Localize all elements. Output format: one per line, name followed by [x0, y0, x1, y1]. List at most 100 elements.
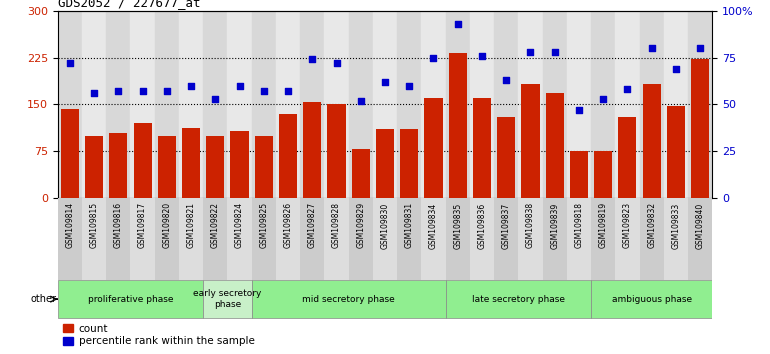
Point: [282, 88, 294, 94]
Bar: [206, 136, 224, 198]
Bar: [470, 11, 494, 198]
FancyBboxPatch shape: [567, 198, 591, 280]
FancyBboxPatch shape: [373, 198, 397, 280]
Point: [185, 83, 197, 88]
Bar: [252, 11, 276, 198]
Bar: [618, 117, 637, 198]
FancyBboxPatch shape: [446, 280, 591, 318]
Bar: [424, 98, 443, 198]
Bar: [615, 11, 640, 198]
Bar: [591, 11, 615, 198]
Point: [258, 88, 270, 94]
Bar: [518, 11, 543, 198]
Point: [645, 45, 658, 51]
FancyBboxPatch shape: [470, 198, 494, 280]
Text: GSM109827: GSM109827: [308, 202, 316, 249]
FancyBboxPatch shape: [276, 198, 300, 280]
Text: GSM109838: GSM109838: [526, 202, 535, 249]
Bar: [570, 151, 588, 198]
Text: GSM109831: GSM109831: [405, 202, 413, 249]
Text: GSM109825: GSM109825: [259, 202, 268, 249]
Bar: [227, 11, 252, 198]
FancyBboxPatch shape: [591, 198, 615, 280]
Point: [476, 53, 488, 58]
FancyBboxPatch shape: [179, 198, 203, 280]
Text: GSM109817: GSM109817: [138, 202, 147, 249]
Bar: [400, 130, 418, 198]
Text: GSM109840: GSM109840: [695, 202, 705, 249]
Bar: [667, 106, 685, 198]
FancyBboxPatch shape: [421, 198, 446, 280]
Point: [209, 96, 222, 102]
Bar: [130, 11, 155, 198]
Text: GSM109834: GSM109834: [429, 202, 438, 249]
Text: GSM109822: GSM109822: [211, 202, 219, 248]
Bar: [300, 11, 324, 198]
Bar: [58, 11, 82, 198]
Bar: [691, 59, 709, 198]
Text: GSM109833: GSM109833: [671, 202, 681, 249]
Bar: [158, 136, 176, 198]
Point: [112, 88, 125, 94]
Text: GSM109823: GSM109823: [623, 202, 632, 249]
Point: [597, 96, 609, 102]
Text: other: other: [31, 294, 56, 304]
Bar: [543, 11, 567, 198]
Bar: [85, 136, 103, 198]
Bar: [133, 123, 152, 198]
FancyBboxPatch shape: [203, 280, 252, 318]
FancyBboxPatch shape: [615, 198, 640, 280]
Point: [621, 87, 634, 92]
Bar: [642, 84, 661, 198]
Text: GSM109819: GSM109819: [598, 202, 608, 249]
FancyBboxPatch shape: [688, 198, 712, 280]
FancyBboxPatch shape: [446, 198, 470, 280]
Bar: [255, 136, 273, 198]
Point: [524, 49, 537, 55]
Point: [379, 79, 391, 85]
Bar: [109, 133, 128, 198]
Bar: [497, 117, 515, 198]
Text: GSM109830: GSM109830: [380, 202, 390, 249]
Text: GDS2052 / 227677_at: GDS2052 / 227677_at: [58, 0, 200, 10]
Bar: [230, 131, 249, 198]
Text: proliferative phase: proliferative phase: [88, 295, 173, 304]
Bar: [61, 109, 79, 198]
Bar: [179, 11, 203, 198]
Point: [136, 88, 149, 94]
Point: [161, 88, 173, 94]
Bar: [324, 11, 349, 198]
Point: [427, 55, 440, 60]
FancyBboxPatch shape: [130, 198, 155, 280]
Point: [500, 77, 512, 83]
FancyBboxPatch shape: [640, 198, 664, 280]
Bar: [473, 98, 491, 198]
Bar: [373, 11, 397, 198]
Text: GSM109814: GSM109814: [65, 202, 75, 249]
Text: GSM109829: GSM109829: [357, 202, 365, 249]
Point: [451, 21, 464, 27]
FancyBboxPatch shape: [397, 198, 421, 280]
Text: GSM109821: GSM109821: [186, 202, 196, 248]
Bar: [567, 11, 591, 198]
Text: early secretory
phase: early secretory phase: [193, 290, 262, 309]
Legend: count, percentile rank within the sample: count, percentile rank within the sample: [63, 324, 254, 347]
Text: GSM109835: GSM109835: [454, 202, 462, 249]
Text: GSM109836: GSM109836: [477, 202, 487, 249]
Bar: [494, 11, 518, 198]
Text: GSM109828: GSM109828: [332, 202, 341, 248]
FancyBboxPatch shape: [227, 198, 252, 280]
Bar: [449, 53, 467, 198]
FancyBboxPatch shape: [518, 198, 543, 280]
Bar: [546, 93, 564, 198]
FancyBboxPatch shape: [82, 198, 106, 280]
Point: [403, 83, 415, 88]
Text: GSM109826: GSM109826: [283, 202, 293, 249]
Point: [670, 66, 682, 72]
Bar: [376, 130, 394, 198]
Point: [306, 57, 319, 62]
FancyBboxPatch shape: [252, 198, 276, 280]
Text: GSM109816: GSM109816: [114, 202, 123, 249]
Point: [88, 90, 100, 96]
Bar: [397, 11, 421, 198]
